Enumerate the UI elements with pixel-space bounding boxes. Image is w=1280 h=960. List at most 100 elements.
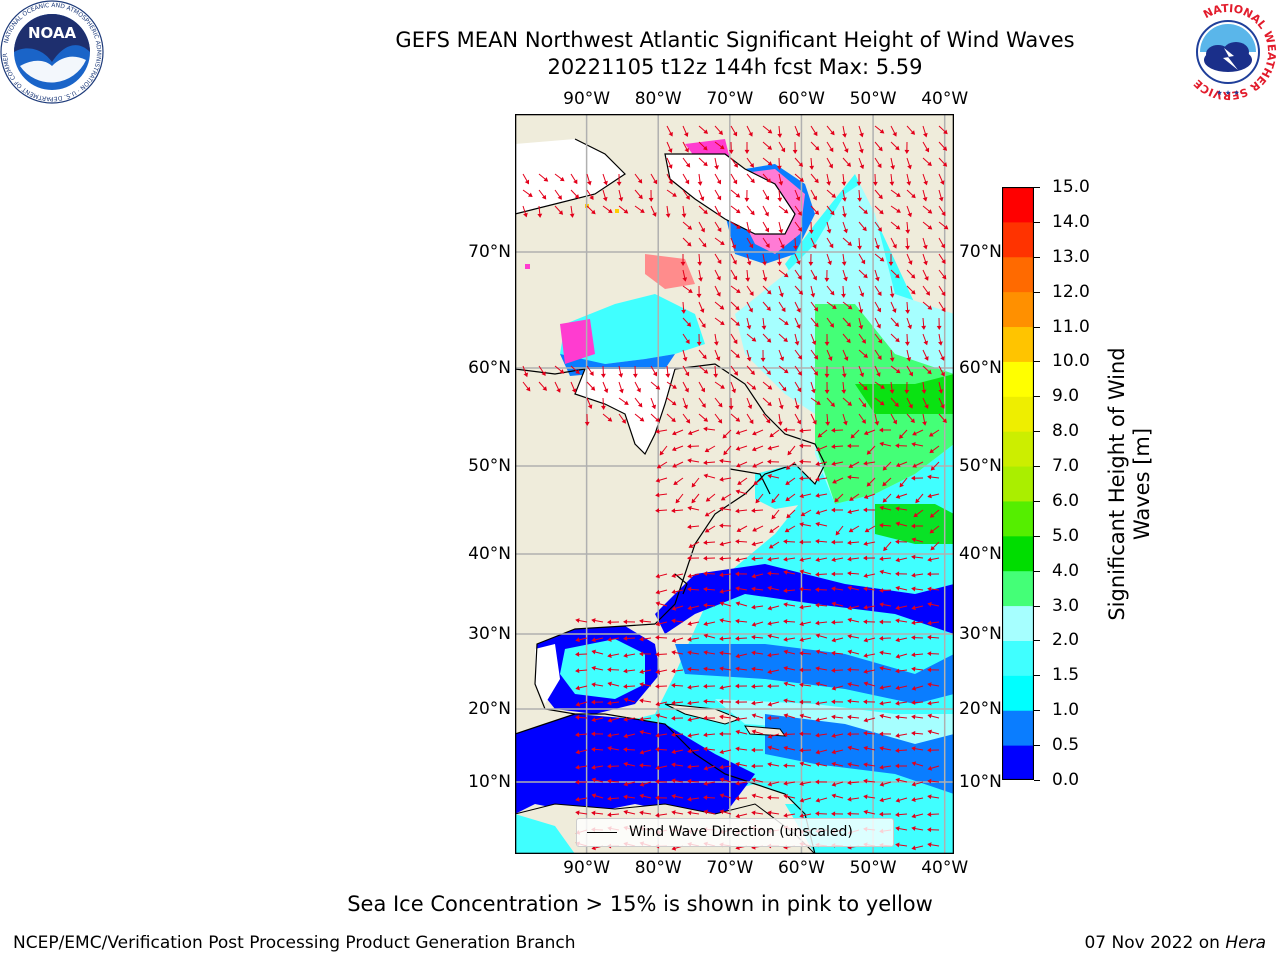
- wave-arrow-head: [799, 781, 804, 787]
- wave-arrow-head: [760, 357, 766, 362]
- wave-arrow-head: [847, 570, 852, 576]
- colorbar-tick-label: 12.0: [1052, 281, 1090, 302]
- wave-arrow-head: [737, 480, 742, 485]
- wave-arrow-head: [671, 762, 676, 768]
- wave-arrow-head: [879, 685, 884, 690]
- wave-arrow-head: [655, 417, 660, 423]
- wave-arrow-head: [863, 507, 868, 513]
- wave-arrow-head: [863, 809, 868, 815]
- wave-arrow-head: [764, 211, 769, 217]
- colorbar-tick-label: 13.0: [1052, 246, 1090, 267]
- wave-arrow-head: [814, 210, 820, 215]
- wave-arrow-head: [815, 538, 820, 544]
- wave-arrow-head: [792, 149, 798, 154]
- wind-wave-arrows: [522, 125, 949, 851]
- wave-arrow-head: [703, 571, 708, 577]
- wave-arrow-head: [735, 729, 740, 735]
- wave-arrow-head: [771, 514, 776, 520]
- wave-arrow-head: [687, 573, 692, 579]
- wave-arrow-head: [684, 179, 690, 185]
- wave-arrow-head: [687, 666, 692, 672]
- wave-arrow-head: [882, 466, 888, 471]
- wave-arrow-head: [655, 477, 661, 483]
- wave-arrow-head: [928, 432, 934, 437]
- wave-arrow-head: [777, 261, 782, 266]
- wave-arrow-head: [831, 507, 836, 513]
- wave-arrow-head: [877, 227, 882, 232]
- lat-label-right: 70°N: [959, 242, 1002, 262]
- wave-arrow-head: [826, 229, 832, 234]
- wave-arrow-head: [671, 430, 677, 436]
- wave-arrow-head: [895, 637, 900, 643]
- wave-arrow-head: [941, 291, 946, 297]
- wave-arrow-head: [824, 277, 830, 282]
- wave-arrow-head: [715, 356, 721, 362]
- wave-arrow-head: [799, 557, 804, 562]
- wave-arrow-head: [812, 244, 817, 249]
- wave-arrow-head: [831, 761, 836, 767]
- wave-arrow-head: [698, 277, 703, 282]
- wave-arrow-head: [639, 636, 644, 642]
- wave-arrow-head: [907, 260, 913, 265]
- wave-arrow-head: [767, 385, 773, 390]
- wave-arrow-head: [607, 417, 613, 422]
- wave-arrow-head: [795, 132, 801, 138]
- wave-arrow-head: [637, 178, 643, 184]
- wave-arrow-head: [824, 373, 830, 378]
- wave-arrow-head: [528, 192, 533, 197]
- wave-arrow-head: [889, 357, 895, 362]
- wave-arrow-head: [735, 321, 740, 326]
- wave-arrow-head: [713, 341, 719, 346]
- wave-arrow-head: [768, 544, 774, 549]
- wave-arrow-head: [847, 811, 852, 817]
- wave-arrow-head: [655, 621, 660, 627]
- wave-arrow-head: [755, 498, 760, 504]
- wave-arrow-head: [863, 460, 868, 466]
- wave-arrow-head: [829, 243, 834, 249]
- wave-arrow-head: [719, 731, 724, 737]
- wave-arrow-head: [911, 572, 916, 578]
- wave-arrow-head: [922, 197, 928, 202]
- wave-arrow-head: [780, 244, 785, 249]
- wave-arrow-head: [751, 622, 757, 627]
- wave-arrow-head: [835, 530, 841, 536]
- wave-arrow-head: [895, 506, 900, 512]
- wave-arrow-head: [704, 512, 710, 517]
- wave-arrow-head: [771, 498, 776, 504]
- wave-arrow-head: [831, 667, 836, 673]
- wave-arrow-head: [796, 260, 801, 265]
- wave-arrow-head: [655, 713, 661, 719]
- wave-arrow-head: [799, 621, 804, 627]
- wave-arrow-head: [783, 780, 788, 786]
- wave-arrow-head: [843, 228, 848, 234]
- wave-arrow-head: [735, 683, 740, 689]
- wave-arrow-head: [719, 476, 724, 482]
- wave-arrow-head: [767, 795, 772, 801]
- colorbar-tick-label: 0.0: [1052, 770, 1080, 790]
- wave-arrow-head: [863, 778, 868, 784]
- wave-arrow-head: [591, 649, 596, 655]
- wave-arrow-head: [797, 275, 802, 280]
- wave-arrow-head: [623, 809, 628, 815]
- wave-arrow-head: [751, 337, 757, 342]
- colorbar-tick-label: 11.0: [1052, 316, 1090, 337]
- wave-arrow-head: [668, 179, 673, 185]
- wave-arrow-head: [786, 513, 791, 519]
- wave-arrow-head: [639, 618, 644, 624]
- wave-arrow-head: [748, 307, 753, 313]
- wave-arrow-head: [927, 713, 932, 719]
- wave-arrow-head: [895, 748, 900, 753]
- wave-arrow-head: [750, 178, 755, 184]
- wave-arrow-head: [894, 402, 899, 408]
- wave-arrow-head: [895, 539, 900, 545]
- wave-arrow-head: [655, 651, 660, 657]
- wave-arrow-head: [575, 685, 580, 691]
- wave-arrow-head: [895, 700, 900, 706]
- wave-arrow-head: [686, 241, 692, 247]
- colorbar-tick-mark: [1034, 431, 1040, 433]
- ocean-band-south: [765, 714, 954, 794]
- wave-arrow-head: [702, 354, 707, 360]
- wave-arrow-head: [714, 165, 719, 170]
- lon-label-top: 70°W: [706, 89, 754, 109]
- wave-arrow-head: [911, 537, 917, 543]
